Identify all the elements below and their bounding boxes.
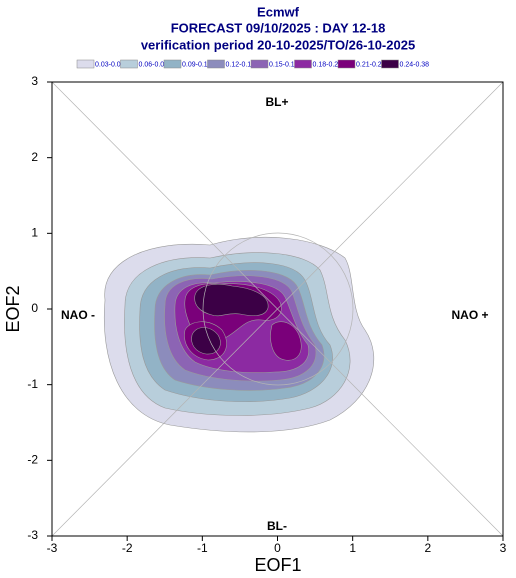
legend-swatch [294,59,312,69]
unit-circle [202,232,354,386]
x-tick-label: -1 [197,541,208,555]
legend-label: 0.24-0.38 [400,61,430,68]
x-tick-label: 0 [274,541,281,555]
annotation: NAO + [451,308,488,322]
chart-title: Ecmwf [257,4,300,19]
legend-label: 0.21-0.24 [356,61,386,68]
annotation: BL+ [265,95,288,109]
legend-swatch [337,59,356,69]
legend-label: 0.09-0.12 [182,61,212,68]
contour-band [270,321,302,361]
x-tick-label: 1 [349,541,356,555]
y-tick-label: -1 [27,377,38,391]
legend-swatch [207,59,225,69]
contour-band [194,284,269,317]
y-tick-label: -2 [27,453,38,467]
legend-swatch [76,59,95,69]
x-tick-label: 3 [500,541,507,555]
legend-swatch [381,59,399,69]
legend-label: 0.03-0.06 [95,61,125,68]
legend-label: 0.06-0.09 [139,61,169,68]
annotation: BL- [267,519,287,533]
legend-label: 0.12-0.15 [226,61,256,68]
y-tick-label: 1 [31,226,38,240]
y-tick-label: 2 [31,150,38,164]
legend-swatch [163,59,182,69]
legend-label: 0.18-0.21 [313,61,343,68]
legend-swatch [120,59,138,69]
x-tick-label: -3 [47,541,58,555]
y-tick-label: -3 [27,528,38,542]
y-axis-label: EOF2 [3,285,23,332]
legend-label: 0.15-0.18 [269,61,299,68]
x-axis-label: EOF1 [254,555,301,575]
chart-subtitle: verification period 20-10-2025/TO/26-10-… [141,37,415,52]
guides [51,81,504,537]
contours [104,236,375,433]
chart-subtitle: FORECAST 09/10/2025 : DAY 12-18 [171,20,386,35]
x-tick-label: -2 [122,541,133,555]
y-tick-label: 3 [31,74,38,88]
y-tick-label: 0 [31,301,38,315]
annotation: NAO - [61,308,95,322]
legend-swatch [250,59,269,69]
diagonal [51,81,504,537]
x-tick-label: 2 [424,541,431,555]
